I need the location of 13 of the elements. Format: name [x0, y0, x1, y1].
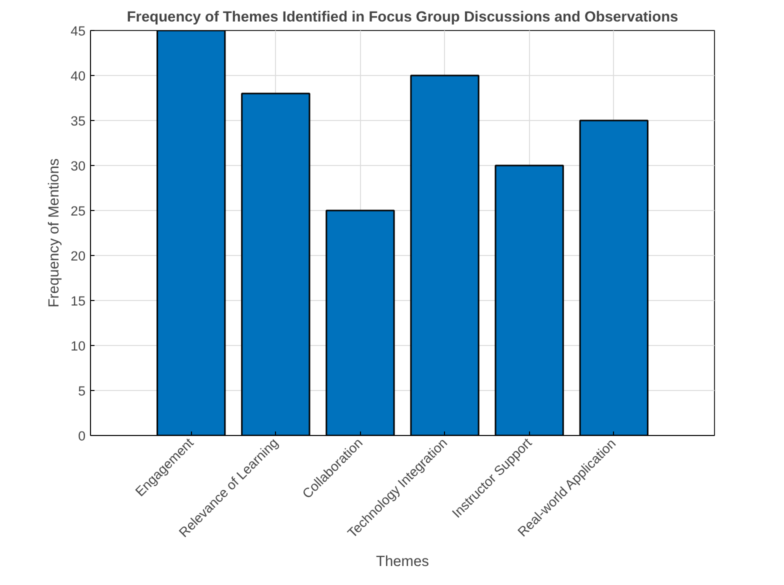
y-tick-label: 25 [70, 204, 86, 218]
y-tick-label: 35 [70, 114, 86, 128]
y-tick-label: 15 [70, 294, 86, 308]
y-tick-label: 20 [70, 248, 86, 264]
y-tick-label: 5 [78, 384, 86, 398]
x-axis-title: Themes [376, 554, 429, 570]
y-tick-label: 0 [78, 428, 86, 444]
y-tick-label: 30 [70, 158, 86, 174]
y-tick-label: 10 [70, 338, 86, 354]
chart-title: Frequency of Themes Identified in Focus Group Discussions and Observations [126, 10, 678, 26]
y-tick-label: 40 [70, 68, 86, 84]
y-tick-label: 45 [70, 24, 86, 38]
y-axis-title: Frequency of Mentions [46, 158, 63, 308]
